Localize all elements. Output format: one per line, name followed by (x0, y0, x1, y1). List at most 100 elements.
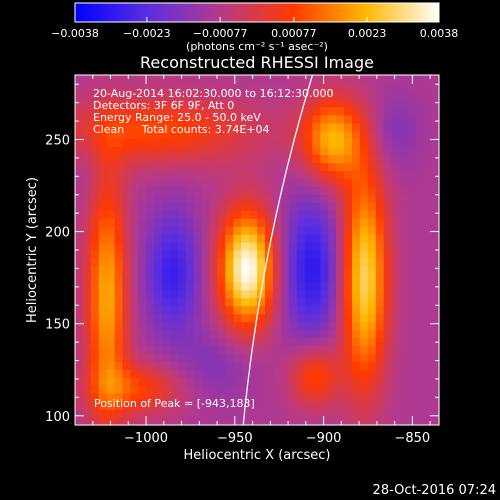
heatmap-cell (359, 234, 369, 243)
heatmap-cell (288, 226, 298, 235)
heatmap-cell (312, 194, 321, 203)
heatmap-cell (82, 218, 92, 227)
heatmap-cell (312, 337, 321, 347)
heatmap-cell (90, 162, 100, 172)
heatmap-cell (75, 122, 84, 132)
heatmap-cell (288, 170, 298, 179)
heatmap-cell (383, 138, 393, 148)
heatmap-cell (367, 210, 377, 219)
heatmap-cell (320, 401, 329, 410)
heatmap-cell (391, 210, 401, 219)
heatmap-cell (351, 337, 361, 347)
heatmap-cell (336, 226, 345, 235)
heatmap-cell (415, 218, 424, 227)
heatmap-cell (257, 321, 266, 331)
heatmap-cell (122, 162, 131, 172)
heatmap-cell (264, 273, 274, 283)
heatmap-cell (320, 154, 329, 164)
heatmap-cell (383, 329, 393, 339)
heatmap-cell (391, 273, 401, 283)
heatmap-cell (177, 257, 187, 267)
heatmap-cell (288, 297, 298, 307)
heatmap-cell (98, 242, 108, 251)
heatmap-cell (351, 257, 361, 267)
heatmap-cell (304, 178, 313, 187)
heatmap-cell (257, 393, 266, 402)
heatmap-cell (296, 401, 306, 410)
heatmap-cell (90, 114, 100, 124)
heatmap-cell (154, 194, 163, 203)
heatmap-cell (75, 417, 84, 426)
heatmap-cell (383, 353, 393, 362)
heatmap-cell (264, 90, 274, 100)
heatmap-cell (217, 106, 226, 116)
heatmap-cell (359, 329, 369, 339)
heatmap-cell (415, 329, 424, 339)
heatmap-cell (280, 409, 290, 418)
heatmap-cell (193, 321, 203, 331)
heatmap-cell (367, 218, 377, 227)
heatmap-cell (288, 265, 298, 275)
heatmap-cell (367, 75, 377, 84)
heatmap-cell (407, 265, 416, 275)
heatmap-cell (383, 401, 393, 410)
heatmap-cell (264, 226, 274, 235)
heatmap-cell (98, 313, 108, 323)
heatmap-cell (146, 329, 155, 339)
heatmap-cell (367, 257, 377, 267)
heatmap-cell (344, 210, 353, 219)
heatmap-cell (336, 385, 345, 394)
heatmap-cell (328, 289, 337, 299)
x-tick-label: −950 (217, 431, 253, 446)
heatmap-cell (154, 202, 163, 211)
heatmap-cell (272, 146, 282, 156)
heatmap-cell (407, 257, 416, 267)
heatmap-cell (272, 377, 282, 386)
heatmap-cell (431, 162, 440, 172)
heatmap-cell (146, 361, 155, 370)
heatmap-cell (169, 122, 179, 132)
heatmap-cell (288, 273, 298, 283)
heatmap-cell (336, 170, 345, 179)
heatmap-cell (98, 186, 108, 195)
heatmap-cell (209, 305, 219, 315)
heatmap-cell (264, 170, 274, 179)
heatmap-cell (296, 265, 306, 275)
heatmap-cell (328, 265, 337, 275)
heatmap-cell (344, 337, 353, 347)
heatmap-cell (122, 130, 131, 140)
heatmap-cell (130, 250, 139, 259)
heatmap-cell (225, 305, 234, 315)
heatmap-cell (423, 401, 432, 410)
heatmap-cell (367, 361, 377, 370)
heatmap-cell (177, 273, 187, 283)
heatmap-cell (130, 234, 139, 243)
heatmap-cell (114, 377, 124, 386)
heatmap-cell (130, 313, 139, 323)
heatmap-cell (217, 154, 226, 164)
heatmap-cell (154, 289, 163, 299)
heatmap-cell (304, 210, 313, 219)
heatmap-cell (336, 417, 345, 426)
heatmap-cell (264, 130, 274, 140)
heatmap-cell (415, 202, 424, 211)
heatmap-cell (177, 90, 187, 100)
heatmap-cell (336, 377, 345, 386)
heatmap-cell (90, 98, 100, 108)
heatmap-cell (98, 130, 108, 140)
heatmap-cell (98, 329, 108, 339)
heatmap-cell (399, 409, 408, 418)
heatmap-cell (423, 178, 432, 187)
heatmap-cell (106, 242, 116, 251)
heatmap-cell (82, 106, 92, 116)
heatmap-cell (359, 122, 369, 132)
heatmap-cell (423, 82, 432, 92)
heatmap-cell (423, 226, 432, 235)
heatmap-cell (169, 305, 179, 315)
heatmap-cell (90, 401, 100, 410)
heatmap-cell (217, 417, 226, 426)
heatmap-cell (225, 226, 234, 235)
heatmap-cell (82, 202, 92, 211)
heatmap-cell (367, 321, 377, 331)
heatmap-cell (82, 170, 92, 179)
